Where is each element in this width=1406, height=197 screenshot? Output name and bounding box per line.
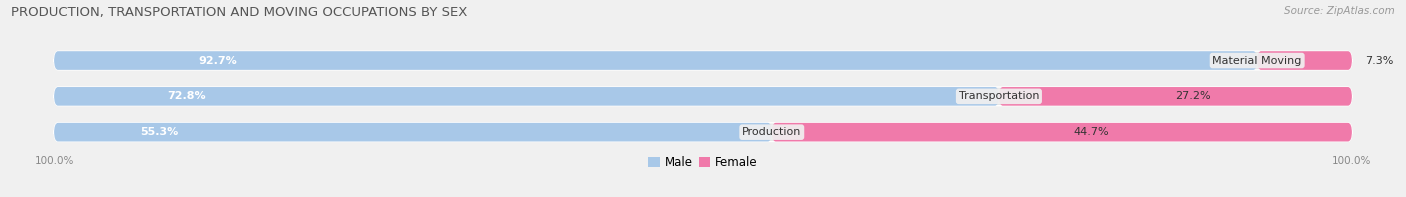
Text: 7.3%: 7.3%: [1365, 56, 1393, 66]
FancyBboxPatch shape: [53, 87, 998, 106]
Text: 27.2%: 27.2%: [1175, 91, 1211, 101]
Text: 92.7%: 92.7%: [198, 56, 238, 66]
FancyBboxPatch shape: [1257, 51, 1353, 70]
Text: PRODUCTION, TRANSPORTATION AND MOVING OCCUPATIONS BY SEX: PRODUCTION, TRANSPORTATION AND MOVING OC…: [11, 6, 468, 19]
FancyBboxPatch shape: [53, 123, 772, 141]
Text: Transportation: Transportation: [959, 91, 1039, 101]
Text: 44.7%: 44.7%: [1073, 127, 1109, 137]
Text: 72.8%: 72.8%: [167, 91, 207, 101]
Text: Source: ZipAtlas.com: Source: ZipAtlas.com: [1284, 6, 1395, 16]
FancyBboxPatch shape: [53, 51, 1257, 70]
FancyBboxPatch shape: [998, 87, 1353, 106]
FancyBboxPatch shape: [53, 123, 1353, 141]
FancyBboxPatch shape: [772, 123, 1353, 141]
Text: Material Moving: Material Moving: [1212, 56, 1302, 66]
Legend: Male, Female: Male, Female: [644, 151, 762, 174]
Text: Production: Production: [742, 127, 801, 137]
FancyBboxPatch shape: [53, 87, 1353, 106]
Text: 55.3%: 55.3%: [141, 127, 179, 137]
FancyBboxPatch shape: [53, 51, 1353, 70]
